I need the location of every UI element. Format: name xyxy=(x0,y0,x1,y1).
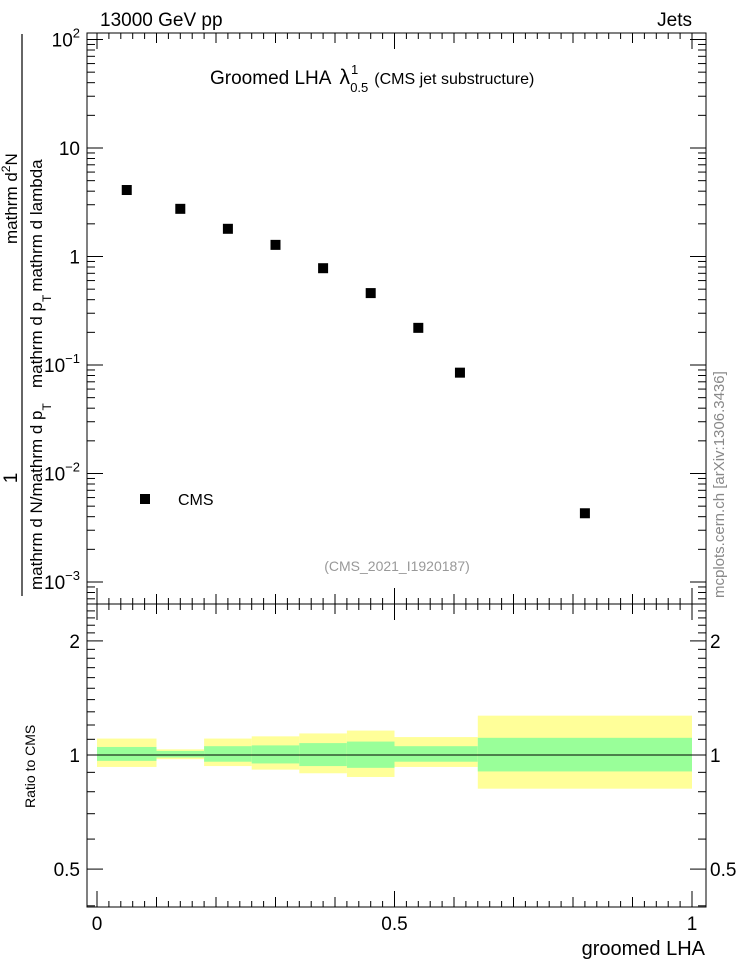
y-tick-label: 2 xyxy=(710,632,721,653)
y-tick-label: 1 xyxy=(69,248,80,269)
y-tick-label-base: 10 xyxy=(44,573,65,594)
y-tick-label: 2 xyxy=(69,632,80,653)
analysis-id: (CMS_2021_I1920187) xyxy=(324,558,470,574)
title-prefix: Groomed LHA xyxy=(210,68,332,89)
y-tick-label: 10−2 xyxy=(44,460,80,486)
data-point xyxy=(579,508,590,519)
data-point xyxy=(365,288,376,299)
x-tick-label: 1 xyxy=(687,914,698,935)
ylabel-part-dlambda: mathrm d lambda xyxy=(27,159,46,292)
y-tick-label: 10 xyxy=(59,139,80,160)
y-tick-label-exponent: −2 xyxy=(65,460,80,475)
data-point xyxy=(318,263,329,274)
y-tick-label-exponent: −1 xyxy=(65,351,80,366)
main-axis-ticks xyxy=(87,33,706,604)
y-tick-label: 1 xyxy=(710,746,721,767)
ylabel-dn-dpt: mathrm d N/mathrm d pT xyxy=(27,402,54,590)
x-tick-label: 0 xyxy=(92,914,103,935)
data-point xyxy=(413,322,424,333)
ylabel-part-dpt: mathrm d p xyxy=(27,410,46,496)
ratio-ylabel: Ratio to CMS xyxy=(22,725,38,808)
ylabel-part-2: 2 xyxy=(0,165,13,172)
y-tick-label-base: 10 xyxy=(59,139,80,160)
y-tick-label: 10−1 xyxy=(44,351,80,377)
y-tick-label: 0.5 xyxy=(710,860,736,881)
ratio-band-inner xyxy=(251,745,300,764)
ylabel-factor-one: 1 xyxy=(1,473,22,484)
data-point xyxy=(121,185,132,196)
energy-label: 13000 GeV pp xyxy=(100,10,223,31)
y-tick-label-base: 10 xyxy=(44,356,65,377)
data-point xyxy=(222,223,233,234)
title-suffix: (CMS jet substructure) xyxy=(374,71,534,88)
ylabel-part-t1: T xyxy=(40,402,54,410)
y-tick-label-base: 10 xyxy=(52,31,73,52)
ratio-y-tick-labels: 0.5 0.5 1 1 2 2 xyxy=(54,632,737,881)
y-tick-label-exponent: −3 xyxy=(65,568,80,583)
y-tick-label: 1 xyxy=(69,746,80,767)
y-tick-label: 102 xyxy=(52,26,80,52)
legend-label: CMS xyxy=(178,492,214,509)
ylabel-part-dpt2: mathrm d p xyxy=(27,302,46,388)
ratio-uncertainty-bands xyxy=(97,715,692,789)
y-tick-label: 0.5 xyxy=(54,860,80,881)
ylabel-d2n: mathrm d2N xyxy=(0,153,21,244)
ratio-band-inner xyxy=(97,746,157,761)
title-symbol: λ xyxy=(339,66,350,89)
ratio-band-inner xyxy=(204,746,252,762)
title-subscript: 0.5 xyxy=(350,80,368,95)
y-tick-label: 10−3 xyxy=(44,568,80,594)
ratio-axis-ticks xyxy=(87,604,706,907)
ylabel-part-n: N xyxy=(2,153,21,165)
x-tick-label: 0.5 xyxy=(381,914,407,935)
ylabel-dpt-dlambda: mathrm d pTmathrm d lambda xyxy=(27,159,54,388)
plot-title: Groomed LHA λ1 0.5 (CMS jet substructure) xyxy=(210,62,534,95)
ratio-x-tick-labels: 0 0.5 1 xyxy=(92,914,698,935)
data-point xyxy=(175,203,186,214)
main-ylabel: 1 mathrm d N/mathrm d pT mathrm d2N math… xyxy=(0,34,54,596)
ratio-band-inner xyxy=(156,750,205,758)
title-superscript: 1 xyxy=(351,62,358,77)
ylabel-part-t2: T xyxy=(40,294,54,302)
data-points xyxy=(121,185,590,519)
main-plot-frame xyxy=(86,32,707,605)
y-tick-label-exponent: 2 xyxy=(73,26,80,41)
ratio-band-inner xyxy=(394,746,478,762)
ylabel-part-dn: mathrm d N xyxy=(27,501,46,590)
watermark: mcplots.cern.ch [arXiv:1306.3436] xyxy=(711,371,728,598)
data-point xyxy=(270,239,281,250)
data-point xyxy=(454,367,465,378)
y-tick-label-base: 10 xyxy=(44,465,65,486)
ratio-xlabel: groomed LHA xyxy=(582,938,706,960)
ylabel-part-d: mathrm d xyxy=(2,172,21,244)
legend-marker xyxy=(140,494,150,504)
y-tick-label-base: 1 xyxy=(69,248,80,269)
process-label: Jets xyxy=(657,10,692,31)
